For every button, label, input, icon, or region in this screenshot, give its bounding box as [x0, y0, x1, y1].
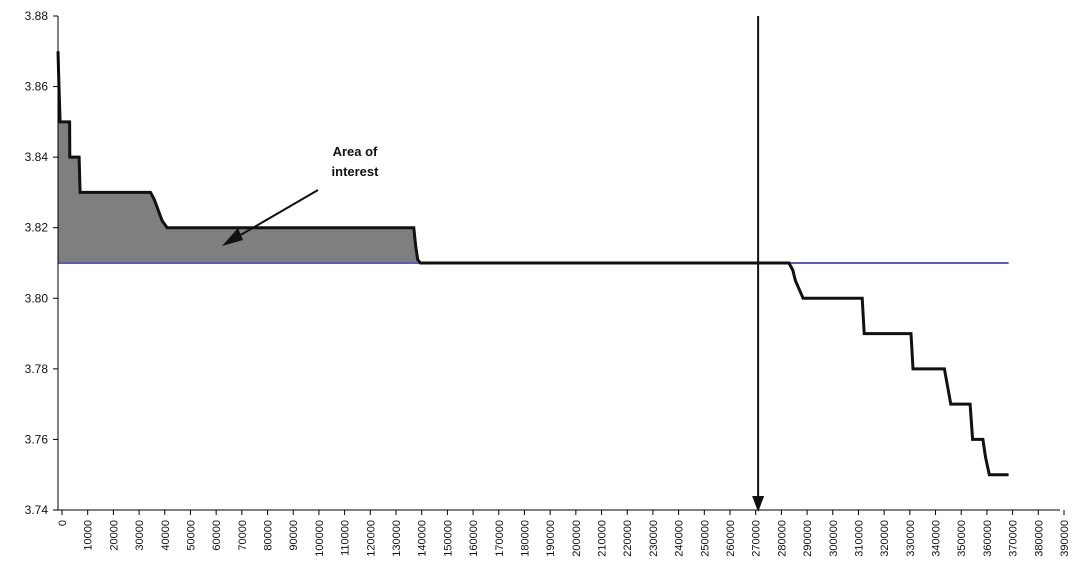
x-tick-label: 310000: [853, 520, 865, 557]
x-tick-label: 370000: [1008, 520, 1020, 557]
x-tick-label: 30000: [134, 520, 146, 551]
y-tick-label: 3.76: [25, 432, 49, 446]
x-tick-label: 90000: [288, 520, 300, 551]
x-tick-label: 130000: [391, 520, 403, 557]
x-tick-label: 190000: [545, 520, 557, 557]
x-tick-label: 40000: [160, 520, 172, 551]
x-tick-label: 140000: [417, 520, 429, 557]
vertical-marker-arrowhead: [752, 496, 765, 512]
x-axis-ticks: 0 10000 20000 30000 40000 50000 60000 70000 8000…: [57, 510, 1071, 557]
x-tick-label: 230000: [648, 520, 660, 557]
annotation-arrowhead: [222, 228, 243, 246]
x-tick-label: 330000: [905, 520, 917, 557]
x-tick-label: 260000: [725, 520, 737, 557]
y-tick-label: 3.86: [25, 80, 49, 94]
x-tick-label: 170000: [494, 520, 506, 557]
x-tick-label: 60000: [211, 520, 223, 551]
x-tick-label: 80000: [263, 520, 275, 551]
x-tick-label: 240000: [674, 520, 686, 557]
y-axis-ticks: 3.74 3.76 3.78 3.80 3.82 3.84 3.86 3.88: [25, 9, 58, 517]
x-tick-label: 360000: [982, 520, 994, 557]
series-line: [56, 51, 1009, 477]
x-tick-label: 120000: [365, 520, 377, 557]
x-tick-label: 70000: [237, 520, 249, 551]
annotation-line-2: interest: [332, 164, 380, 179]
y-tick-label: 3.88: [25, 9, 49, 23]
x-tick-label: 200000: [571, 520, 583, 557]
annotation-line-1: Area of: [333, 144, 378, 159]
x-tick-label: 340000: [931, 520, 943, 557]
x-tick-label: 300000: [828, 520, 840, 557]
y-tick-label: 3.78: [25, 362, 49, 376]
x-tick-label: 10000: [83, 520, 95, 551]
x-tick-label: 250000: [699, 520, 711, 557]
x-tick-label: 210000: [597, 520, 609, 557]
x-tick-label: 50000: [185, 520, 197, 551]
x-tick-label: 150000: [442, 520, 454, 557]
annotation-arrow: [231, 189, 319, 241]
y-tick-label: 3.80: [25, 291, 49, 305]
x-tick-label: 160000: [468, 520, 480, 557]
x-tick-label: 20000: [108, 520, 120, 551]
y-tick-label: 3.82: [25, 221, 49, 235]
x-tick-label: 270000: [751, 520, 763, 557]
x-tick-label: 100000: [314, 520, 326, 557]
x-tick-label: 110000: [340, 520, 352, 556]
x-tick-label: 180000: [519, 520, 531, 557]
x-tick-label: 390000: [1059, 520, 1071, 557]
area-of-interest-fill: [58, 51, 418, 263]
x-tick-label: 0: [57, 520, 69, 526]
x-tick-label: 350000: [956, 520, 968, 557]
y-tick-label: 3.74: [25, 503, 49, 517]
y-tick-label: 3.84: [25, 150, 49, 164]
x-tick-label: 280000: [776, 520, 788, 557]
x-tick-label: 320000: [879, 520, 891, 557]
x-tick-label: 380000: [1033, 520, 1045, 557]
x-tick-label: 290000: [802, 520, 814, 557]
annotation-area-of-interest: Area of interest: [222, 144, 379, 246]
x-tick-label: 220000: [622, 520, 634, 557]
